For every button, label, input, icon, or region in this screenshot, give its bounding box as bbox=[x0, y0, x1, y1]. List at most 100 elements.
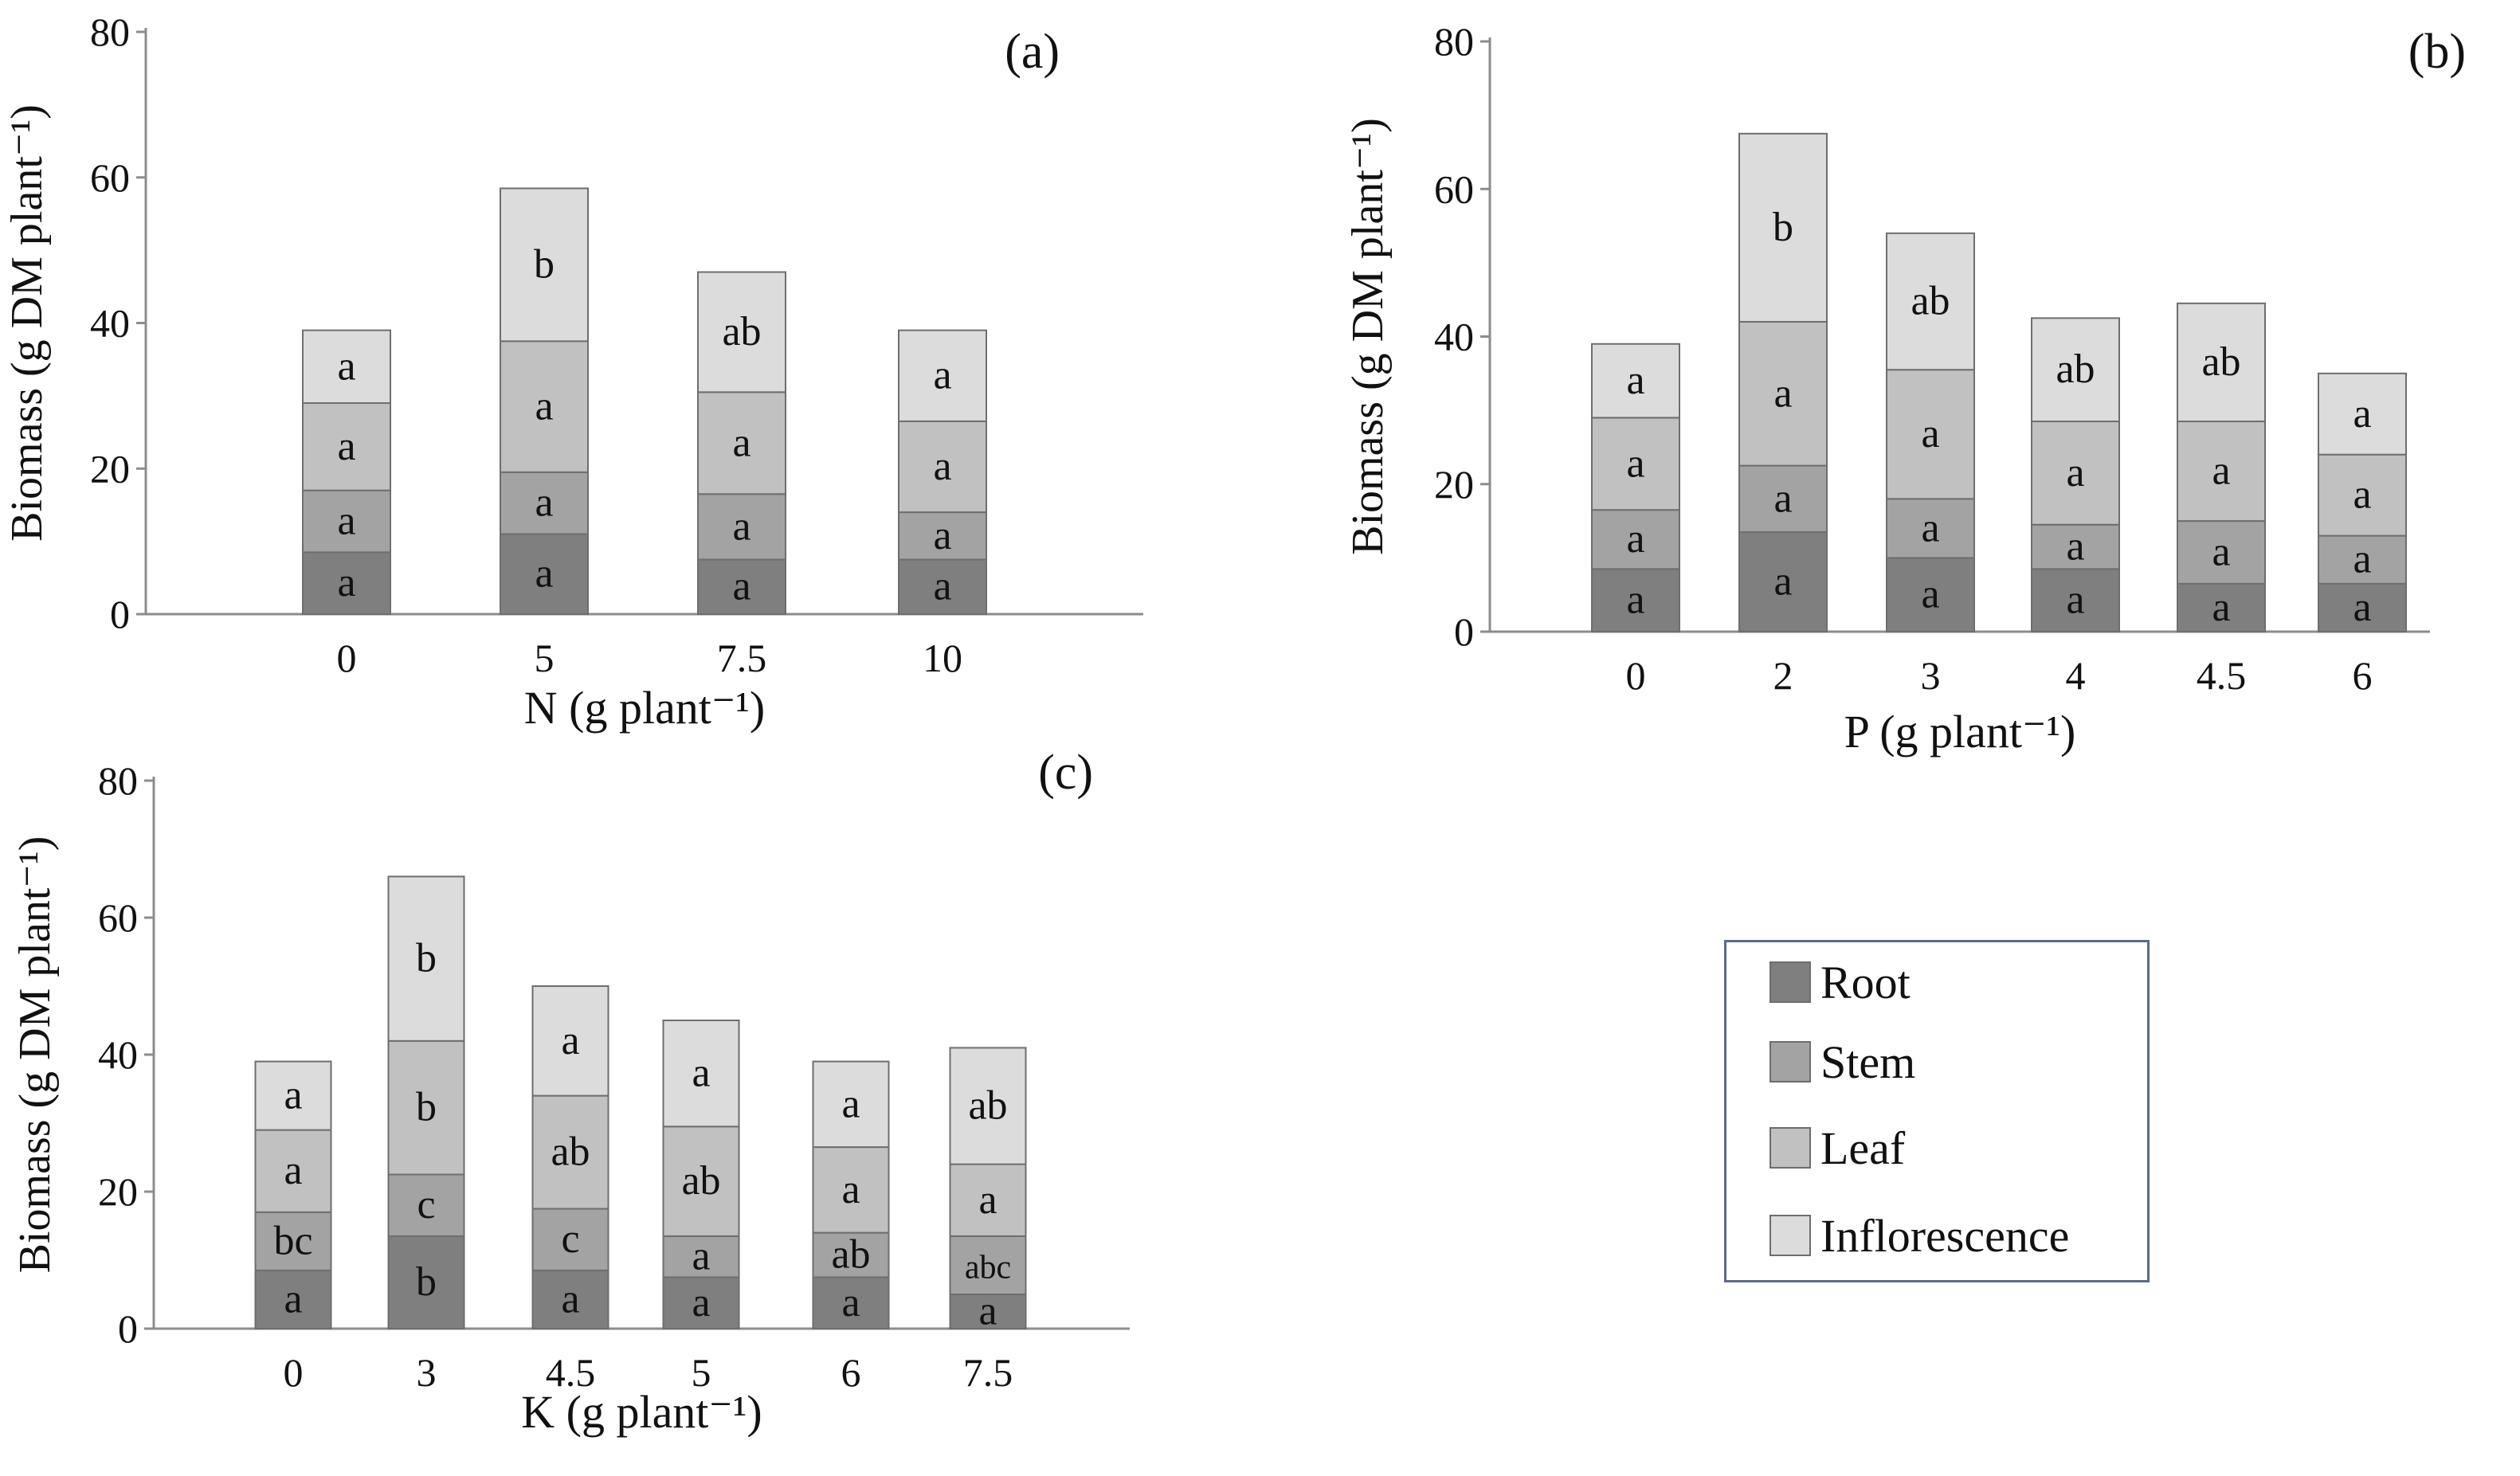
panel-b-bar-stem-1 bbox=[1738, 464, 1828, 533]
panel-b-significance-letter: a bbox=[2353, 537, 2371, 582]
panel-a-significance-letter: a bbox=[732, 503, 751, 549]
panel-b-significance-letter: a bbox=[1773, 370, 1792, 416]
panel-c-significance-letter: ab bbox=[551, 1130, 590, 1175]
panel-a-x-tick-label: 0 bbox=[337, 636, 357, 680]
panel-c-bar-stem-0 bbox=[254, 1211, 332, 1271]
panel-c-x-tick-label: 4.5 bbox=[546, 1350, 596, 1395]
panel-c-significance-letter: a bbox=[978, 1289, 997, 1334]
panel-c-significance-letter: ab bbox=[831, 1232, 870, 1278]
panel-c-bar-leaf-1 bbox=[387, 1039, 465, 1176]
panel-a-significance-letter: a bbox=[337, 424, 355, 469]
panel-b-significance-letter: a bbox=[2066, 450, 2084, 495]
panel-b-bar-stem-0 bbox=[1591, 509, 1680, 570]
legend-label-stem: Stem bbox=[1820, 1036, 1916, 1088]
panel-a-x-tick-label: 10 bbox=[923, 636, 962, 680]
panel-b-bar-inflorescence-3 bbox=[2031, 317, 2120, 423]
panel-a-bar-leaf-2 bbox=[697, 391, 786, 495]
panel-a-x-axis-title: N (g plant⁻¹) bbox=[524, 682, 766, 734]
panel-a-y-axis-title: Biomass (g DM plant⁻¹) bbox=[2, 104, 52, 542]
panel-b-significance-letter: a bbox=[2066, 577, 2084, 623]
panel-b-bar-stem-4 bbox=[2177, 520, 2266, 585]
panel-c-significance-letter: a bbox=[841, 1167, 860, 1212]
panel-c-significance-letter: abc bbox=[965, 1249, 1011, 1286]
panel-b-bar-leaf-2 bbox=[1886, 369, 1975, 500]
panel-b-y-tick-label: 80 bbox=[1434, 19, 1474, 64]
panel-c-y-tick-label: 80 bbox=[98, 758, 138, 803]
panel-b-significance-letter: a bbox=[1626, 358, 1644, 403]
legend-item-inflorescence: Inflorescence bbox=[1769, 1210, 2069, 1262]
legend-label-root: Root bbox=[1820, 956, 1911, 1008]
panel-c-bar-root-5 bbox=[949, 1294, 1027, 1329]
panel-a-y-tick-label: 60 bbox=[90, 155, 130, 200]
panel-b-significance-letter: a bbox=[1921, 505, 1939, 550]
panel-c-significance-letter: a bbox=[692, 1234, 710, 1279]
panel-b-bar-root-0 bbox=[1591, 568, 1680, 632]
panel-a-bar-stem-1 bbox=[500, 471, 589, 535]
panel-b-bar-leaf-1 bbox=[1738, 320, 1828, 467]
panel-b-significance-letter: a bbox=[1773, 476, 1792, 521]
panel-c-significance-letter: bc bbox=[273, 1218, 312, 1263]
panel-a-bar-leaf-3 bbox=[898, 420, 987, 514]
panel-a-bar-root-0 bbox=[302, 551, 391, 615]
panel-a-bar-inflorescence-0 bbox=[302, 329, 391, 405]
panel-c-bar-stem-4 bbox=[812, 1231, 890, 1278]
panel-c-x-tick-label: 6 bbox=[841, 1350, 861, 1395]
panel-c-y-tick-label: 60 bbox=[98, 895, 138, 940]
panel-c-x-tick-label: 5 bbox=[692, 1350, 711, 1395]
panel-b-significance-letter: a bbox=[2212, 585, 2230, 630]
panel-a-y-tick-label: 0 bbox=[110, 592, 130, 636]
panel-a-significance-letter: b bbox=[534, 241, 555, 287]
panel-a-significance-letter: a bbox=[933, 444, 951, 489]
panel-c-bar-root-4 bbox=[812, 1276, 890, 1329]
panel-b-significance-letter: ab bbox=[2201, 339, 2240, 385]
panel-a-significance-letter: a bbox=[337, 498, 355, 543]
panel-b-x-tick-label: 0 bbox=[1626, 653, 1646, 698]
panel-a-significance-letter: a bbox=[535, 384, 553, 429]
panel-c-significance-letter: b bbox=[416, 1085, 437, 1130]
panel-b-bar-leaf-3 bbox=[2031, 421, 2120, 526]
panel-b-bar-leaf-4 bbox=[2177, 421, 2266, 523]
panel-a-significance-letter: a bbox=[732, 420, 751, 465]
panel-c-significance-letter: a bbox=[692, 1280, 710, 1325]
panel-c-label: (c) bbox=[1038, 746, 1093, 800]
panel-b-y-tick-label: 20 bbox=[1434, 462, 1474, 507]
panel-b-x-tick-label: 2 bbox=[1773, 653, 1793, 698]
panel-c-x-tick-label: 3 bbox=[417, 1350, 437, 1395]
panel-b-significance-letter: a bbox=[1773, 558, 1792, 604]
panel-b-bar-leaf-0 bbox=[1591, 417, 1680, 511]
panel-c-bar-inflorescence-5 bbox=[949, 1047, 1027, 1165]
panel-b-bar-root-4 bbox=[2177, 582, 2266, 633]
legend-label-inflorescence: Inflorescence bbox=[1820, 1209, 2070, 1262]
panel-b-significance-letter: a bbox=[1921, 572, 1939, 617]
panel-c-significance-letter: c bbox=[417, 1182, 435, 1227]
panel-c-significance-letter: a bbox=[841, 1081, 860, 1126]
panel-a-bar-stem-2 bbox=[697, 493, 786, 561]
panel-b-significance-letter: a bbox=[2066, 523, 2084, 569]
panel-a-y-tick-label: 20 bbox=[90, 446, 130, 491]
panel-a-significance-letter: ab bbox=[722, 309, 761, 354]
panel-c-x-axis-title: K (g plant⁻¹) bbox=[521, 1386, 762, 1438]
panel-b-significance-letter: ab bbox=[1911, 279, 1950, 324]
panel-c-bar-inflorescence-4 bbox=[812, 1060, 890, 1149]
legend-item-root: Root bbox=[1769, 956, 1911, 1008]
panel-c-y-tick-label: 40 bbox=[98, 1032, 138, 1077]
panel-c-bar-leaf-3 bbox=[662, 1126, 740, 1237]
panel-b-bar-stem-3 bbox=[2031, 523, 2120, 570]
panel-b-x-tick-label: 4.5 bbox=[2197, 653, 2247, 698]
panel-b-bar-root-5 bbox=[2318, 582, 2407, 633]
panel-c-y-tick-label: 20 bbox=[98, 1169, 138, 1214]
panel-c-bar-leaf-0 bbox=[254, 1129, 332, 1213]
panel-c-bar-root-1 bbox=[387, 1235, 465, 1330]
panel-c-y-axis-title: Biomass (g DM plant⁻¹) bbox=[10, 836, 60, 1274]
panel-a-bar-inflorescence-3 bbox=[898, 329, 987, 422]
legend: Root Stem Leaf Inflorescence bbox=[1724, 940, 2150, 1282]
panel-a-significance-letter: a bbox=[337, 343, 355, 389]
panel-a-bar-inflorescence-2 bbox=[697, 271, 786, 393]
panel-b-x-tick-label: 6 bbox=[2353, 653, 2373, 698]
panel-c-bar-inflorescence-0 bbox=[254, 1060, 332, 1131]
panel-c-bar-stem-1 bbox=[387, 1173, 465, 1237]
panel-b-bar-stem-5 bbox=[2318, 534, 2407, 585]
panel-c-bar-leaf-4 bbox=[812, 1146, 890, 1234]
panel-c-significance-letter: b bbox=[416, 1259, 437, 1305]
